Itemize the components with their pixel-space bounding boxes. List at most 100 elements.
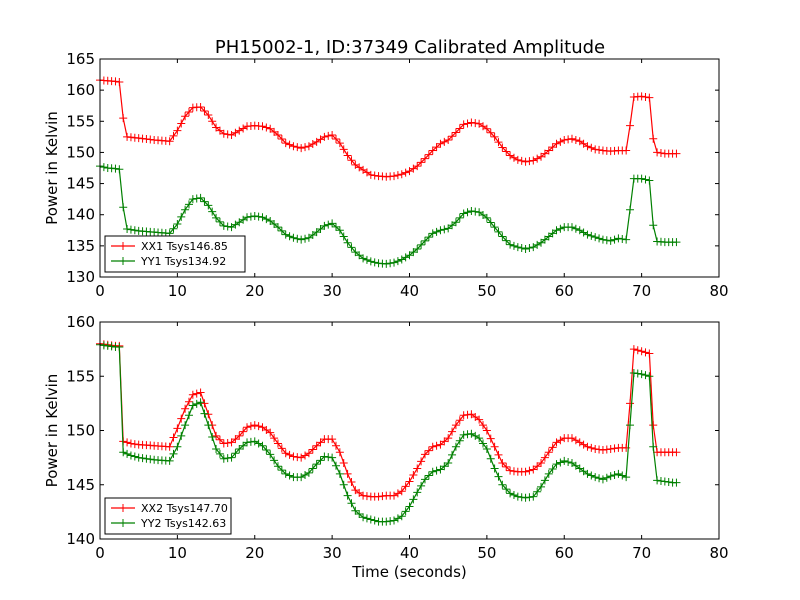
chart1-series-2-point (250, 211, 259, 220)
chart2-series-1-point (335, 448, 344, 457)
chart2-series-1-point (583, 442, 592, 451)
chart1-series-2 (96, 162, 681, 268)
chart2-series-1-point (451, 421, 460, 430)
chart2-series-1-point (401, 482, 410, 491)
chart2-series-2-point (409, 495, 418, 504)
chart2-series-2-point (672, 478, 681, 487)
chart1-series-1-point (417, 158, 426, 167)
chart1-series-2-point (277, 226, 286, 235)
chart1-series-2-point (583, 230, 592, 239)
chart2-series-2-point (169, 449, 178, 458)
chart2-series-1-point (537, 459, 546, 468)
chart2-series-1-point (212, 431, 221, 440)
chart2-series-2-point (343, 491, 352, 500)
chart2-series-2-point (622, 473, 631, 482)
chart1-xtick-label: 60 (555, 282, 574, 300)
chart1-series-2-point (556, 224, 565, 233)
chart1-series-2-point (413, 244, 422, 253)
chart2-xtick-label: 20 (245, 544, 264, 562)
chart2-series-1-point (533, 462, 542, 471)
chart1-series-2-point (285, 232, 294, 241)
chart2-series-1-point (343, 469, 352, 478)
chart2-series-2-point (637, 370, 646, 379)
chart2-series-2-point (540, 476, 549, 485)
chart1-series-2-point (649, 221, 658, 230)
chart2-series-2-point (645, 372, 654, 381)
chart2-series-2-point (173, 442, 182, 451)
chart1-series-2-point (219, 221, 228, 230)
chart2-series-2-point (463, 430, 472, 439)
chart1-series-1-point (641, 92, 650, 101)
chart2-series-1-point (506, 466, 515, 475)
chart1-series-2-point (463, 208, 472, 217)
chart1-series-1-point (444, 135, 453, 144)
chart2-series-2-point (591, 473, 600, 482)
chart2-series-2-point (347, 499, 356, 508)
chart2-series-2-point (123, 449, 132, 458)
chart1-series-1-point (328, 130, 337, 139)
chart2-series-2-point (552, 460, 561, 469)
chart2-series-1-point (459, 411, 468, 420)
chart2-series-1-point (200, 399, 209, 408)
chart1-series-2-point (184, 200, 193, 209)
chart2-series-2-point (99, 341, 108, 350)
chart2-series-1-point (641, 348, 650, 357)
chart2-legend-label-2: YY2 Tsys142.63 (140, 517, 226, 530)
chart1-series-2-point (498, 232, 507, 241)
chart2-series-1-point (432, 441, 441, 450)
chart2-series-2-point (475, 434, 484, 443)
chart2-series-1-point (378, 492, 387, 501)
chart1-series-1-point (656, 149, 665, 158)
chart2-series-1-point (525, 466, 534, 475)
chart2-ytick-label: 140 (66, 530, 95, 548)
chart1-series-2-point (115, 165, 124, 174)
chart1-series-1-point (502, 147, 511, 156)
chart2-series-2-point (304, 468, 313, 477)
chart2-series-2-point (641, 371, 650, 380)
chart2-series-2-point (335, 469, 344, 478)
chart2-series-2-point (208, 433, 217, 442)
chart2-series-1-point (486, 434, 495, 443)
chart2-series-2-point (227, 453, 236, 462)
chart1-legend-box (104, 235, 246, 273)
chart2-ytick-label: 160 (66, 313, 95, 331)
chart2-series-1-point (475, 415, 484, 424)
chart2-series-2-point (517, 493, 526, 502)
chart2-series-2-point (428, 467, 437, 476)
chart1-series-1-point (571, 135, 580, 144)
chart2-series-1-point (204, 410, 213, 419)
chart2-series-1-point (448, 427, 457, 436)
chart2-series-2-point (223, 454, 232, 463)
chart1-series-2-point (490, 223, 499, 232)
chart2-series-1-point (417, 457, 426, 466)
chart2-series-2-point (134, 453, 143, 462)
chart2-series-1-point (645, 349, 654, 358)
chart2-series-2-point (424, 471, 433, 480)
chart2-series-1-point (420, 450, 429, 459)
chart2-series-1-point (339, 459, 348, 468)
chart2-series-1-point (502, 462, 511, 471)
chart2-series-2-point (521, 493, 530, 502)
chart2-series-2-point (339, 480, 348, 489)
chart2-series-2-point (560, 456, 569, 465)
chart1-series-1-point (622, 146, 631, 155)
chart1-series-1-point (297, 144, 306, 153)
chart1-series-2-point (362, 255, 371, 264)
chart1-series-1-point (672, 149, 681, 158)
chart2-xtick-label: 0 (95, 544, 105, 562)
chart2-series-2-point (509, 491, 518, 500)
chart2-series-2-point (556, 458, 565, 467)
chart2-series-2-point (432, 466, 441, 475)
chart1-series-2-point (393, 257, 402, 266)
chart2-series-1-point (509, 467, 518, 476)
chart1-series-2-point (359, 254, 368, 263)
chart1-series-1-point (448, 132, 457, 141)
chart1-series-2-point (208, 207, 217, 216)
chart2-series-1-point (479, 421, 488, 430)
chart2-xtick-label: 80 (709, 544, 728, 562)
chart1-series-1-point (169, 131, 178, 140)
chart2-series-2-point (649, 442, 658, 451)
chart1-series-2-point (273, 223, 282, 232)
chart2-series-2-point (262, 446, 271, 455)
chart1-series-2-point (424, 233, 433, 242)
